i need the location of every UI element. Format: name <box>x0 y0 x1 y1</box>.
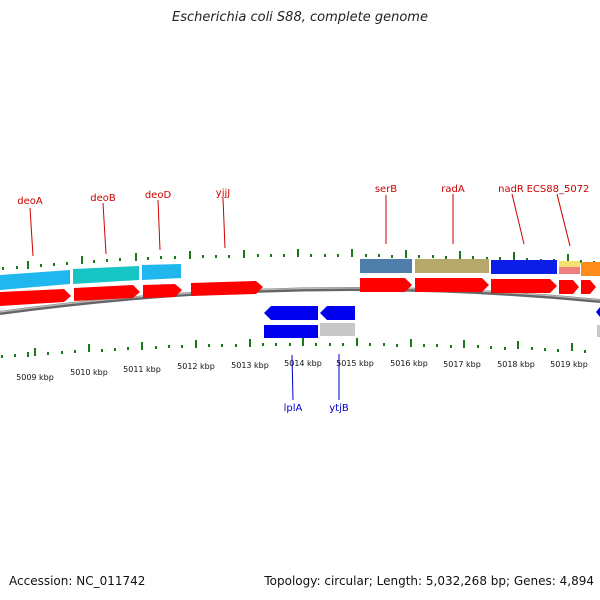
cds-yjjJ <box>191 281 263 296</box>
top-gene-leaders <box>29 193 571 257</box>
gene-label-deoA: deoA <box>17 196 43 207</box>
reverse-strand-cds <box>264 306 600 338</box>
cog-block-lplA <box>264 325 318 338</box>
forward-strand-cds <box>0 278 596 306</box>
cog-block-deoA <box>0 270 70 290</box>
cog-feature-row <box>0 259 600 290</box>
kbp-label: 5009 kbp <box>16 373 54 382</box>
genome-backbone-highlight <box>0 287 600 313</box>
cds-serB <box>360 278 412 292</box>
cog-block-ytjB <box>320 323 355 336</box>
cog-block-radA <box>415 259 489 273</box>
kbp-label: 5011 kbp <box>123 365 161 374</box>
kbp-label: 5015 kbp <box>336 359 374 368</box>
gene-label-lplA: lplA <box>284 403 303 414</box>
kbp-label: 5014 kbp <box>284 359 322 368</box>
cds-deoD <box>143 284 182 298</box>
cds-ECS88_5072 <box>559 280 579 294</box>
gene-label-yjjJ: yjjJ <box>216 188 230 199</box>
kbp-label: 5010 kbp <box>70 368 108 377</box>
gene-label-serB: serB <box>375 184 397 195</box>
cog-block-serB <box>360 259 412 273</box>
cog-block-orange <box>581 262 600 276</box>
genome-title: Escherichia coli S88, complete genome <box>172 10 428 25</box>
cds-orange-neighbor <box>581 280 596 294</box>
kbp-label: 5018 kbp <box>497 360 535 369</box>
kbp-label: 5013 kbp <box>231 361 269 370</box>
kbp-label: 5017 kbp <box>443 360 481 369</box>
cog-block-deoD <box>142 264 181 280</box>
cds-lplA <box>264 306 318 320</box>
gene-label-deoD: deoD <box>145 190 172 201</box>
genome-backbone <box>0 287 600 315</box>
cog-block-deoB <box>73 266 139 284</box>
accession-text: Accession: NC_011742 <box>9 574 146 588</box>
inner-tick-scale <box>1 338 586 358</box>
cds-nadR <box>491 279 557 293</box>
bottom-gene-leaders <box>291 354 340 401</box>
kbp-label: 5016 kbp <box>390 359 428 368</box>
kbp-label: 5019 kbp <box>550 360 588 369</box>
cds-edge-right <box>596 307 600 317</box>
gene-label-nadR: nadR <box>498 184 524 195</box>
gene-label-deoB: deoB <box>90 193 116 204</box>
gene-label-ECS88_5072: ECS88_5072 <box>527 184 590 195</box>
cog-block-yellow <box>559 261 580 267</box>
cds-deoB <box>74 285 140 301</box>
cds-ytjB <box>320 306 355 320</box>
kbp-label: 5012 kbp <box>177 362 215 371</box>
outer-tick-scale <box>2 249 595 270</box>
genome-summary-text: Topology: circular; Length: 5,032,268 bp… <box>264 574 594 588</box>
cog-block-nadR <box>491 260 557 274</box>
cds-deoA <box>0 289 71 306</box>
cog-block-edge-right <box>597 325 600 337</box>
cog-block-pink <box>559 267 580 274</box>
cds-radA <box>415 278 489 292</box>
gene-label-radA: radA <box>441 184 465 195</box>
gene-label-ytjB: ytjB <box>329 403 349 414</box>
